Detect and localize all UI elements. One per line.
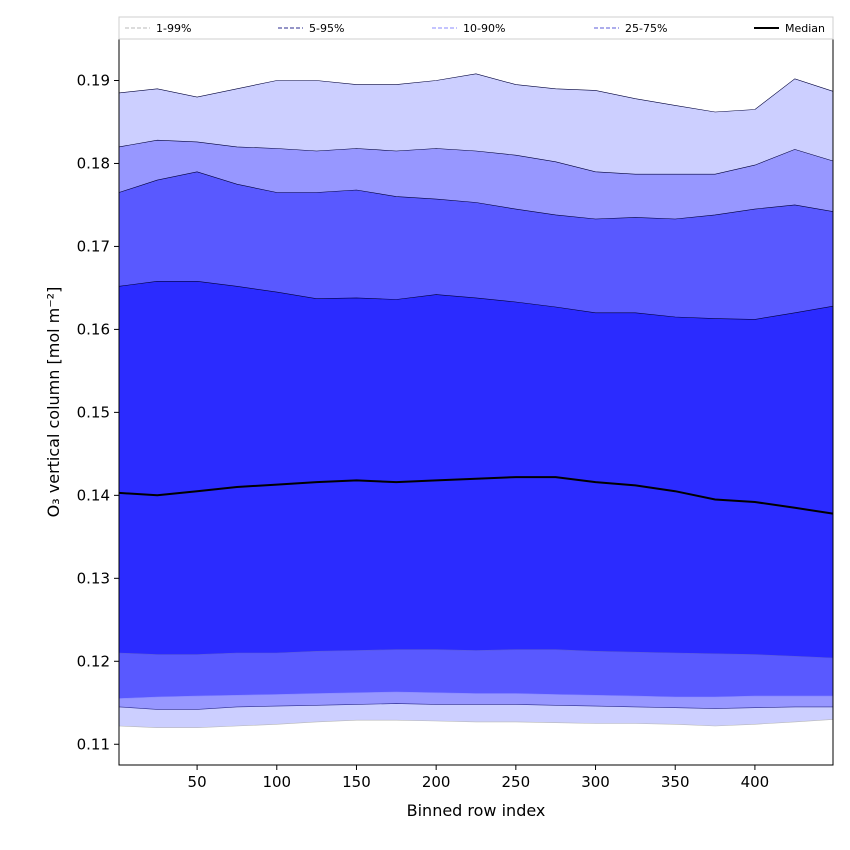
x-axis-label: Binned row index <box>407 801 546 820</box>
band-25-75 <box>119 281 833 658</box>
y-tick-label: 0.14 <box>77 486 110 504</box>
y-axis: 0.11 0.12 0.13 0.14 0.15 0.16 0.17 0.18 0.19 <box>77 71 119 753</box>
x-axis: 50 100 150 200 250 300 350 400 <box>188 765 770 791</box>
band-5-95-upper-line <box>118 139 834 175</box>
x-tick-label: 100 <box>262 773 291 791</box>
band-1-99-lower-line <box>118 719 834 728</box>
legend-frame <box>118 16 834 40</box>
band-1-99-upper-line <box>118 73 834 113</box>
band-5-95-lower-line <box>118 703 833 710</box>
legend-label-5-95: 5-95% <box>309 22 344 35</box>
y-tick-label: 0.12 <box>77 652 110 670</box>
y-tick-label: 0.19 <box>77 71 110 89</box>
y-axis-label: O₃ vertical column [mol m⁻²] <box>44 287 63 518</box>
y-tick-label: 0.15 <box>77 403 110 421</box>
band-25-75-upper-line <box>118 281 834 320</box>
legend-label-median: Median <box>785 22 825 35</box>
x-tick-label: 250 <box>502 773 531 791</box>
x-tick-label: 50 <box>188 773 207 791</box>
legend-label-10-90: 10-90% <box>463 22 505 35</box>
band-25-75-lower-line <box>118 649 834 659</box>
x-tick-label: 300 <box>581 773 610 791</box>
legend-label-1-99: 1-99% <box>156 22 191 35</box>
y-tick-label: 0.18 <box>77 154 110 172</box>
median-line <box>118 476 834 515</box>
y-tick-label: 0.13 <box>77 569 110 587</box>
y-tick-label: 0.17 <box>77 237 110 255</box>
x-tick-label: 350 <box>661 773 690 791</box>
x-tick-label: 200 <box>422 773 451 791</box>
legend-label-25-75: 25-75% <box>625 22 667 35</box>
x-tick-label: 400 <box>741 773 770 791</box>
y-tick-label: 0.11 <box>77 735 110 753</box>
percentile-bands <box>118 73 834 728</box>
x-tick-label: 150 <box>342 773 371 791</box>
y-tick-label: 0.16 <box>77 320 110 338</box>
band-10-90-lower-line <box>118 691 833 699</box>
band-10-90-upper-line <box>118 171 834 220</box>
series-lines <box>118 476 834 515</box>
legend: 1-99% 5-95% 10-90% 25-75% Median <box>118 16 834 40</box>
